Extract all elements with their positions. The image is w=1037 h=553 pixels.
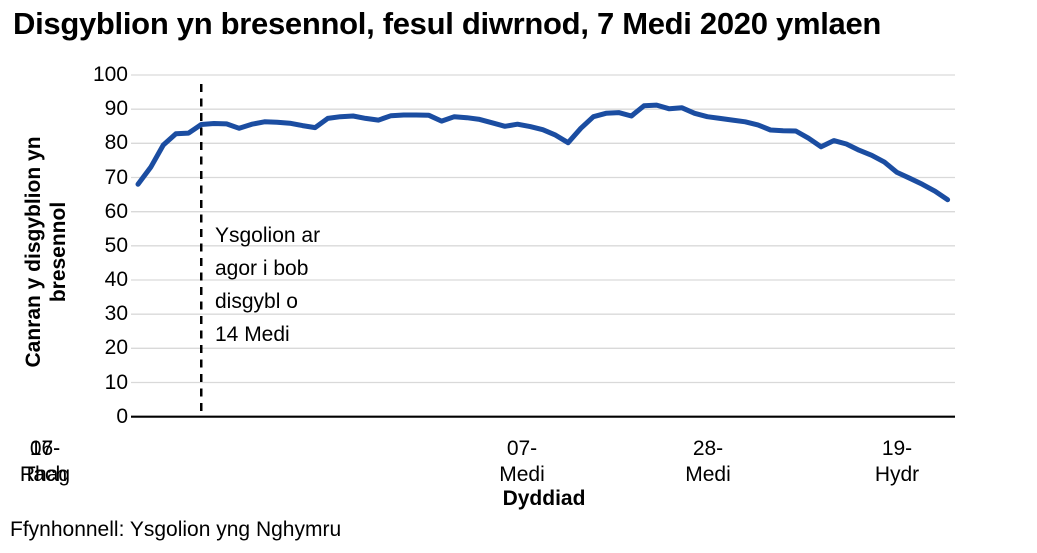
y-tick-10: 10: [104, 371, 128, 394]
y-tick-100: 100: [92, 63, 128, 86]
y-tick-90: 90: [104, 97, 128, 120]
x-tick-line: Hydr: [874, 463, 920, 486]
x-tick-16-tach: 16- Tach: [0, 436, 90, 488]
annotation-line: 14 Medi: [215, 323, 290, 346]
source-note: Ffynhonnell: Ysgolion yng Nghymru: [10, 518, 342, 541]
y-tick-20: 20: [104, 336, 128, 359]
x-tick-line: Rhag: [19, 463, 71, 486]
annotation-line: agor i bob: [215, 257, 309, 280]
attendance-line: [135, 102, 951, 203]
y-tick-70: 70: [104, 166, 128, 189]
x-axis-title: Dyddiad: [502, 487, 586, 510]
x-tick-line: 07-: [506, 437, 538, 460]
x-tick-28-medi: 28- Medi: [663, 436, 753, 488]
y-tick-30: 30: [104, 302, 128, 325]
y-tick-60: 60: [104, 200, 128, 223]
x-tick-line: 07-: [29, 437, 61, 460]
x-tick-line: 19-: [881, 437, 913, 460]
x-tick-line: Medi: [685, 463, 731, 486]
x-tick-07-rhag: 07- Rhag: [0, 436, 90, 488]
annotation-schools-open: Ysgolion ar agor i bob disgybl o 14 Medi: [215, 219, 320, 351]
annotation-line: disgybl o: [215, 290, 298, 313]
y-axis-title-line2: bresennol: [47, 201, 70, 303]
x-tick-line: Medi: [499, 463, 545, 486]
y-tick-80: 80: [104, 131, 128, 154]
y-tick-0: 0: [116, 405, 128, 428]
x-tick-07-medi: 07- Medi: [477, 436, 567, 488]
annotation-line: Ysgolion ar: [215, 224, 321, 247]
y-tick-40: 40: [104, 268, 128, 291]
x-tick-line: 16-: [29, 437, 61, 460]
x-tick-line: Tach: [22, 463, 68, 486]
x-tick-19-hydr: 19- Hydr: [852, 436, 942, 488]
x-tick-line: 28-: [692, 437, 724, 460]
y-tick-50: 50: [104, 234, 128, 257]
y-axis-title-line1: Canran y disgyblion yn: [22, 136, 45, 368]
y-axis-title: Canran y disgyblion yn bresennol: [21, 136, 71, 367]
chart-title: Disgyblion yn bresennol, fesul diwrnod, …: [13, 6, 882, 41]
